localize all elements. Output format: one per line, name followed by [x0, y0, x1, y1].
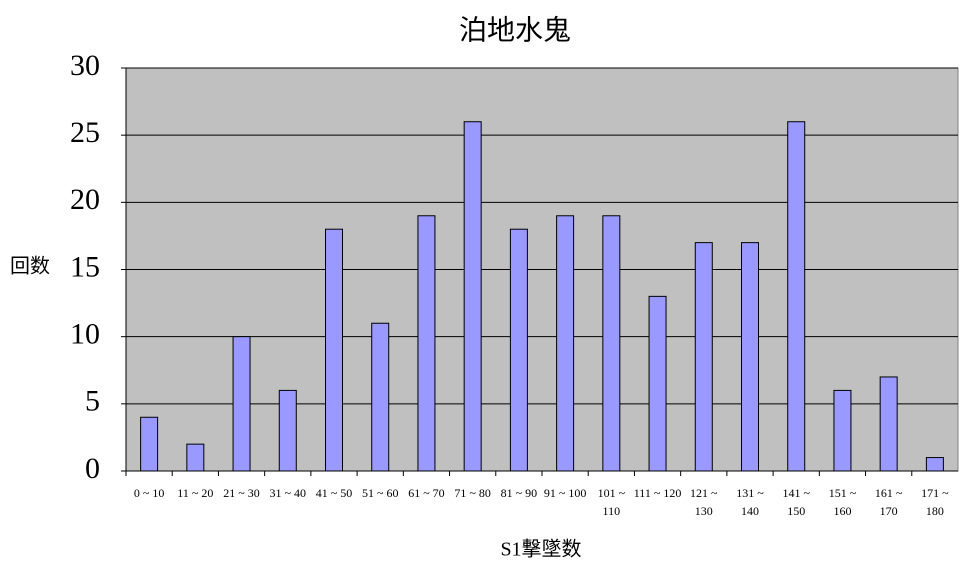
bar [417, 215, 436, 472]
bar [741, 242, 759, 472]
bar [556, 215, 575, 472]
bar [694, 242, 713, 472]
y-axis-label: 回数 [10, 255, 50, 278]
y-tick-label: 15 [70, 250, 100, 283]
y-tick-label: 25 [70, 116, 100, 149]
y-tick-label: 5 [85, 385, 100, 418]
bar [463, 121, 482, 472]
y-tick-label: 0 [85, 452, 100, 485]
bar [325, 228, 343, 472]
bar [879, 376, 898, 472]
x-tick-label: 81 ~ 90 [500, 486, 538, 500]
x-tick-label: 121 ~ 130 [690, 486, 718, 518]
y-tick-label: 20 [70, 183, 100, 216]
x-tick-label: 21 ~ 30 [223, 486, 260, 500]
y-tick-label: 30 [70, 49, 100, 82]
bar [787, 121, 806, 472]
y-tick-label: 10 [70, 318, 100, 351]
x-tick-label: 161 ~ 170 [874, 486, 903, 518]
bar [232, 336, 251, 472]
x-tick-label: 171 ~ 180 [921, 486, 949, 518]
bar [602, 215, 621, 472]
x-tick-label: 0 ~ 10 [133, 486, 165, 500]
bar [278, 389, 297, 472]
x-axis-label: S1撃墜数 [500, 538, 581, 561]
x-tick-label: 31 ~ 40 [269, 486, 307, 500]
x-tick-label: 91 ~ 100 [543, 486, 587, 500]
bar [509, 228, 528, 472]
x-tick-label: 71 ~ 80 [454, 486, 491, 500]
x-tick-label: 131 ~ 140 [736, 486, 764, 518]
x-tick-label: 141 ~ 150 [782, 486, 810, 518]
x-tick-label: 101 ~ 110 [597, 486, 626, 518]
x-tick-label: 61 ~ 70 [408, 486, 445, 500]
x-tick-label: 51 ~ 60 [361, 486, 399, 500]
bar [925, 457, 944, 472]
bar [140, 416, 159, 472]
bar [648, 295, 667, 472]
bar [186, 443, 205, 472]
bar [371, 322, 390, 472]
x-tick-label: 11 ~ 20 [177, 486, 214, 500]
x-tick-label: 151 ~ 160 [828, 486, 857, 518]
chart-title: 泊地水鬼 [459, 14, 571, 46]
bar [833, 389, 852, 472]
x-tick-label: 41 ~ 50 [315, 486, 353, 500]
x-tick-label: 111 ~ 120 [633, 486, 682, 500]
